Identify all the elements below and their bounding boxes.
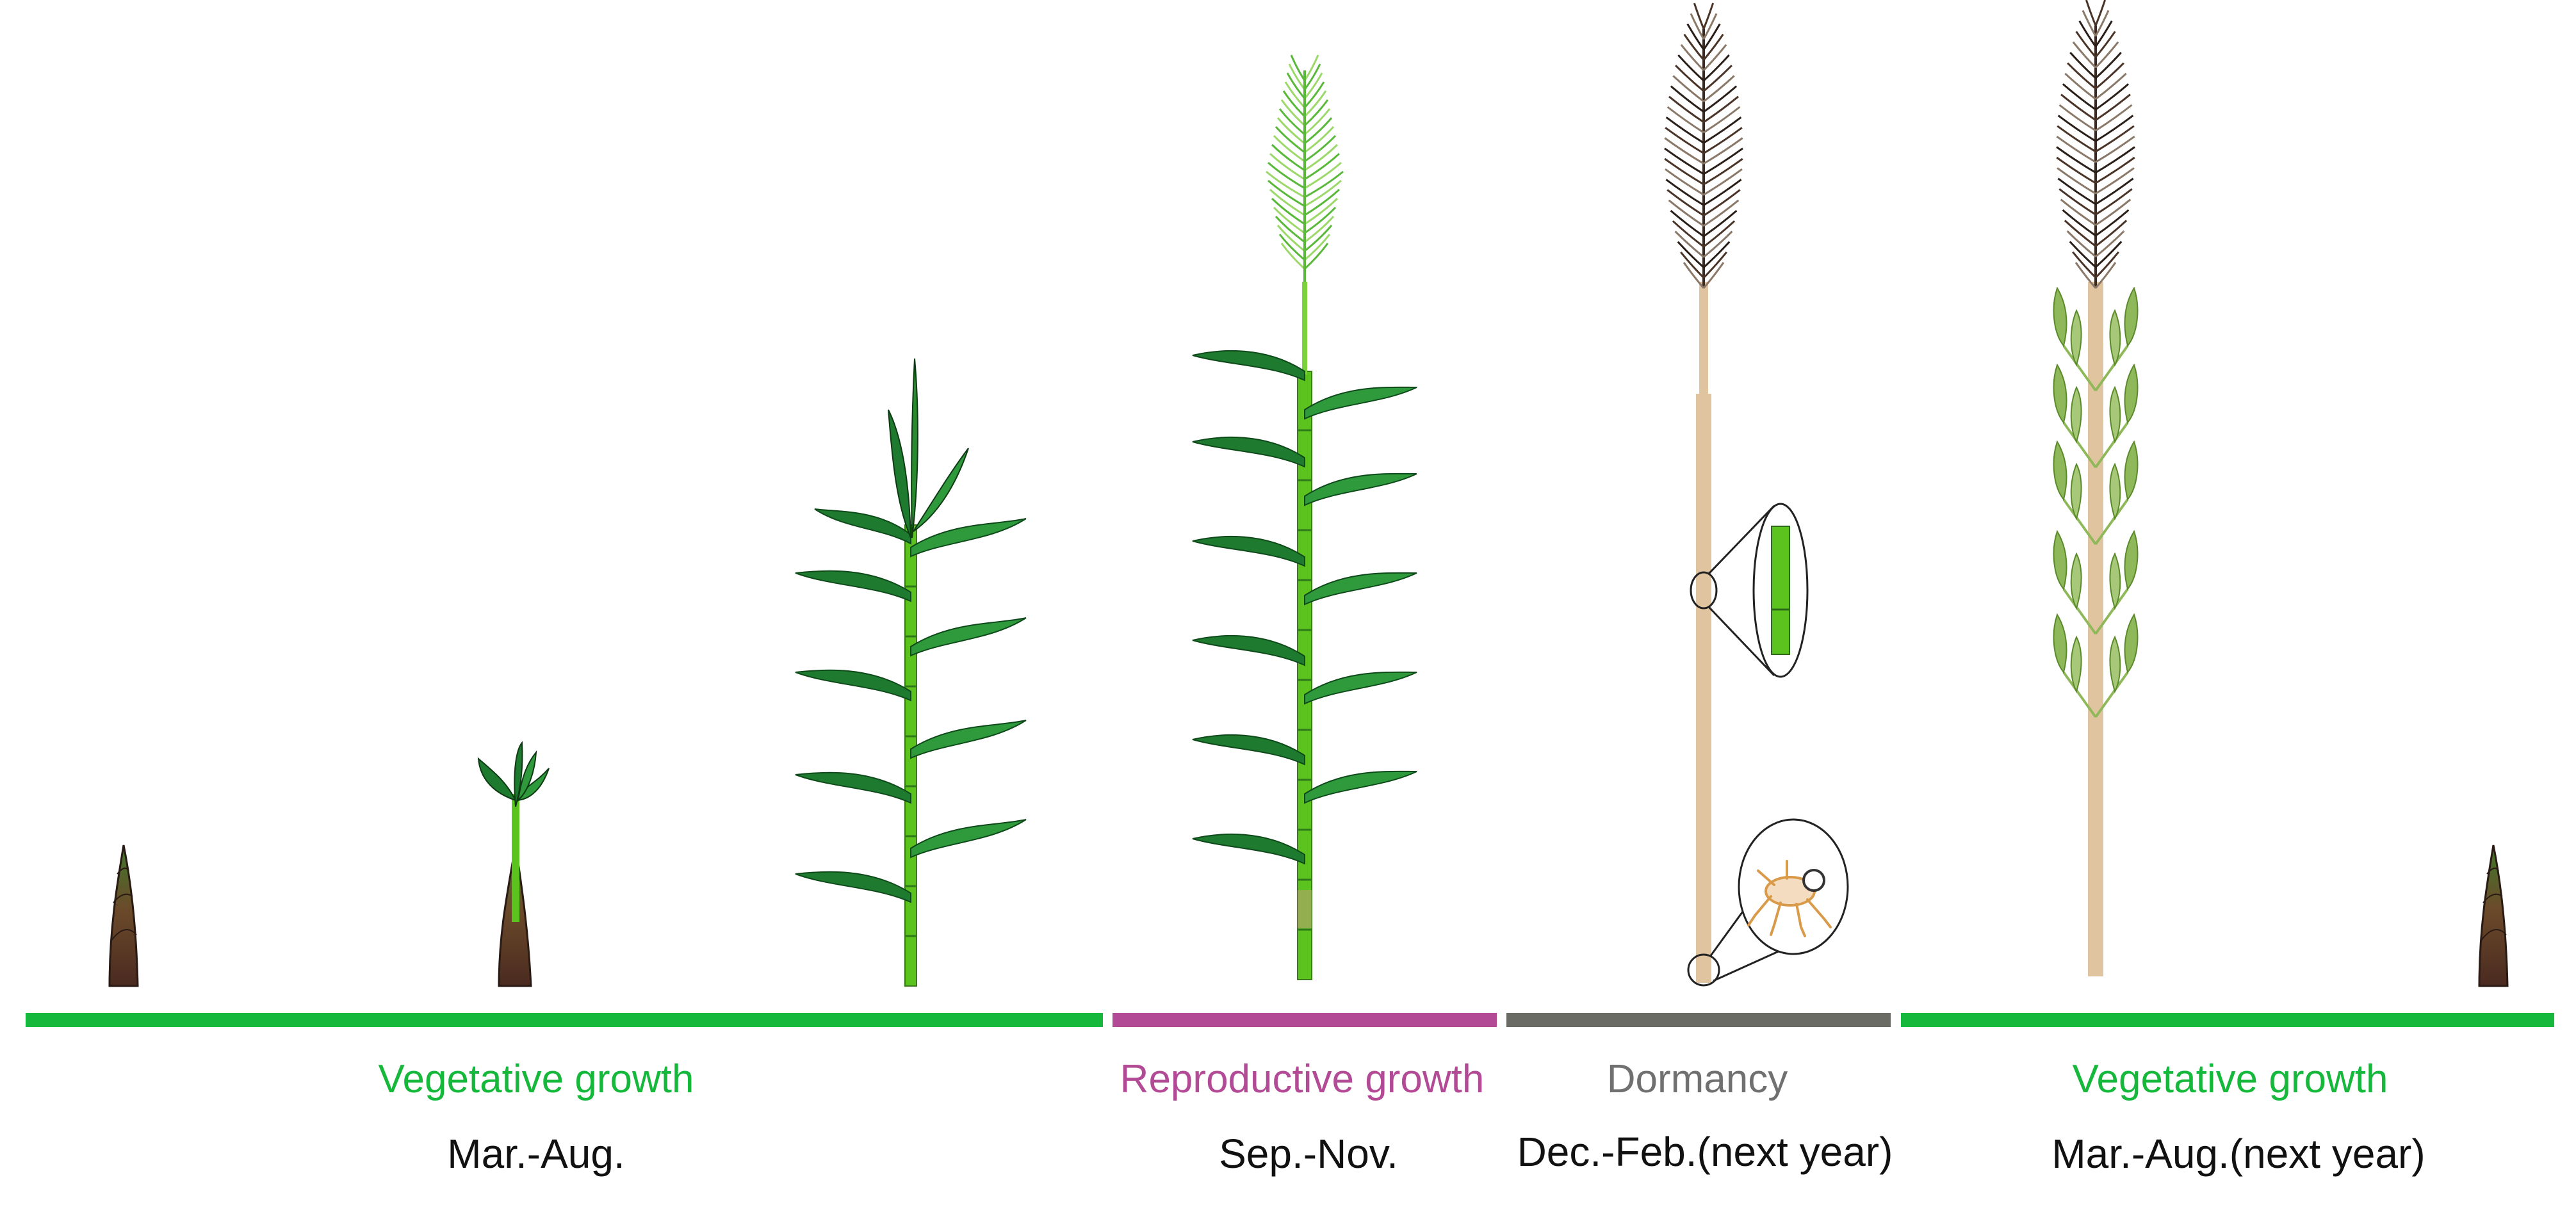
phase-bar-reproductive — [1113, 1013, 1497, 1027]
bamboo-shoot-icon — [108, 844, 139, 987]
period-label-vegetative-next: Mar.-Aug.(next year) — [2051, 1131, 2425, 1177]
period-label-reproductive: Sep.-Nov. — [1219, 1131, 1398, 1177]
plant-illustrations — [108, 0, 2509, 987]
phase-label-reproductive: Reproductive growth — [1120, 1057, 1485, 1101]
phase-bar-dormancy — [1506, 1013, 1891, 1027]
phase-timeline — [26, 1013, 2554, 1027]
phase-bar-vegetative — [26, 1013, 1103, 1027]
magnifier-insect-icon — [1687, 818, 1849, 987]
period-label-dormancy: Dec.-Feb.(next year) — [1517, 1129, 1893, 1175]
phase-bar-vegetative-next — [1901, 1013, 2554, 1027]
resprouting-culm-icon — [2053, 0, 2139, 976]
bamboo-shoot-icon — [2478, 844, 2509, 987]
flowering-culm-icon — [1192, 54, 1417, 980]
dormant-culm-icon — [1664, 3, 1743, 983]
phase-label-vegetative: Vegetative growth — [378, 1057, 694, 1101]
young-shoot-icon — [477, 741, 550, 987]
magnifier-stem-section-icon — [1690, 503, 1809, 678]
leafy-culm-icon — [795, 358, 1027, 987]
period-label-vegetative: Mar.-Aug. — [447, 1131, 625, 1177]
phase-label-dormancy: Dormancy — [1606, 1057, 1788, 1101]
phase-label-vegetative-next: Vegetative growth — [2072, 1057, 2388, 1101]
